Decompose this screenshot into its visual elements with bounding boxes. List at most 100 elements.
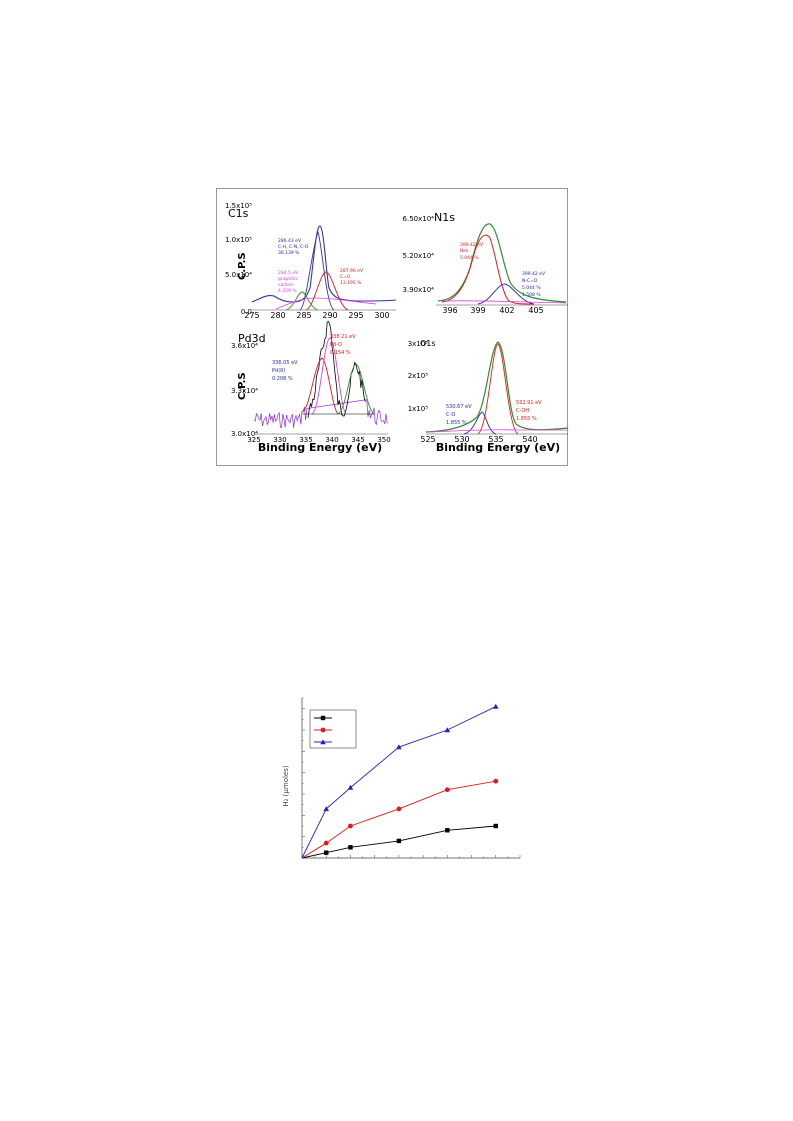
o1s-fit-peak-blue — [463, 411, 497, 435]
h2-data-point — [348, 823, 353, 829]
h2-data-point — [492, 703, 499, 709]
h2-legend — [309, 709, 357, 749]
o1s-fit-peak-red — [477, 343, 519, 435]
h2-data-point — [324, 850, 329, 855]
h2-data-point — [444, 787, 450, 793]
h2-series-line — [301, 780, 496, 859]
n1s-fit-peak-blue — [477, 283, 535, 305]
pd3d-panel: Pd3d C.P.S 3.6x10⁴ 3.3x10⁴ 3.0x10⁴ 325 3… — [231, 320, 391, 454]
pd3d-peak2-assignment: Pd-O — [330, 342, 342, 348]
h2-series-line — [301, 706, 496, 859]
c1s-peak2-percent: 13.195 % — [340, 280, 362, 286]
n1s-y-tick: 5.20x10⁴ — [403, 252, 435, 260]
c1s-peak3-label: 284.5 eV graphitic carbon 4.359 % — [278, 270, 299, 294]
c1s-x-tick: 290 — [322, 311, 337, 320]
n1s-peak1-label: 399.42 eV NH₂ 5.044 % — [460, 242, 484, 261]
h2-y-axis-label: H₂ (µmoles) — [282, 765, 290, 806]
c1s-peak1-assignment: C-H, C-N, C-O — [278, 244, 309, 250]
pd3d-peak2-percent: 0.154 % — [330, 350, 351, 356]
pd3d-title: Pd3d — [238, 332, 266, 345]
c1s-x-tick: 280 — [270, 311, 285, 320]
o1s-peak1-percent: 1.855 % — [446, 420, 467, 426]
pd3d-peak1-assignment: Pd(0) — [272, 368, 285, 374]
c1s-y-tick: 0.0 — [241, 308, 252, 316]
c1s-peak3-percent: 4.359 % — [278, 288, 297, 294]
pd3d-x-tick: 325 — [247, 436, 260, 444]
pd3d-y-axis-label: C.P.S — [237, 372, 248, 400]
h2-series-triangle — [301, 703, 499, 859]
c1s-x-tick: 275 — [244, 311, 259, 320]
o1s-x-tick: 525 — [420, 435, 435, 444]
h2-data-point — [347, 784, 354, 790]
n1s-x-tick: 399 — [470, 306, 485, 315]
c1s-peak2-energy: 287.90 eV — [340, 268, 364, 274]
pd3d-fit-peak-red — [301, 357, 339, 415]
o1s-x-tick: 535 — [488, 435, 503, 444]
c1s-peak1-label: 286.43 eV C-H, C-N, C-O 36.139 % — [278, 238, 309, 256]
n1s-x-tick: 402 — [499, 306, 514, 315]
o1s-x-tick: 530 — [454, 435, 469, 444]
n1s-x-tick: 396 — [442, 306, 457, 315]
o1s-y-tick: 3x10⁵ — [408, 340, 429, 348]
pd3d-y-tick: 3.3x10⁴ — [231, 387, 258, 395]
n1s-peak2-percent: 5.044 % — [522, 285, 541, 291]
n1s-fit-peak-red — [441, 234, 535, 305]
h2-data-point — [493, 823, 498, 829]
o1s-baseline — [427, 429, 568, 433]
n1s-peak2-assignment: N-C=O — [522, 278, 538, 284]
h2-series-square — [301, 823, 498, 859]
h2-production-chart: H₂ (µmoles) — [282, 697, 521, 859]
pd3d-x-tick: 340 — [325, 436, 338, 444]
h2-legend-marker — [320, 715, 326, 721]
h2-legend-marker — [320, 727, 326, 733]
c1s-panel: C1s C.P.S 1.5x10⁵ 1.0x10⁵ 5.0x10⁴ 0.0 27… — [225, 202, 397, 320]
h2-data-point — [445, 828, 450, 833]
pd3d-y-tick: 3.6x10⁴ — [231, 342, 258, 350]
xps-figure: C1s C.P.S 1.5x10⁵ 1.0x10⁵ 5.0x10⁴ 0.0 27… — [216, 188, 568, 466]
pd3d-x-tick: 330 — [273, 436, 286, 444]
n1s-baseline — [441, 300, 567, 304]
c1s-peak3-assignment: graphitic — [278, 276, 298, 282]
c1s-x-tick: 285 — [296, 311, 311, 320]
o1s-peak2-label: 532.91 eV C-OH 1.855 % — [516, 400, 542, 422]
c1s-peak2-label: 287.90 eV C=O 13.195 % — [340, 268, 364, 286]
h2-data-point — [396, 744, 402, 750]
n1s-x-tick: 405 — [528, 306, 543, 315]
c1s-y-tick: 1.5x10⁵ — [225, 202, 252, 210]
o1s-panel: O1s 3x10⁵ 2x10⁵ 1x10⁵ 525 530 535 540 Bi… — [408, 339, 568, 454]
c1s-title: C1s — [228, 207, 249, 220]
o1s-x-tick: 540 — [522, 435, 537, 444]
o1s-peak1-energy: 530.67 eV — [446, 404, 472, 410]
o1s-y-tick: 1x10⁵ — [408, 405, 429, 413]
pd3d-peak1-label: 336.05 eV Pd(0) 0.208 % — [272, 360, 298, 382]
h2-series-circle — [301, 778, 499, 859]
pd3d-x-tick: 350 — [377, 436, 390, 444]
c1s-y-tick: 1.0x10⁵ — [225, 236, 252, 244]
c1s-peak1-percent: 36.139 % — [278, 250, 300, 256]
n1s-y-tick: 3.90x10⁴ — [403, 286, 435, 294]
o1s-peak1-label: 530.67 eV C-O 1.855 % — [446, 404, 472, 426]
o1s-title: O1s — [420, 339, 436, 348]
o1s-x-axis-label: Binding Energy (eV) — [436, 441, 560, 454]
pd3d-x-axis-label: Binding Energy (eV) — [258, 441, 382, 454]
h2-data-point — [323, 806, 330, 812]
c1s-baseline — [275, 297, 377, 310]
o1s-peak2-assignment: C-OH — [516, 408, 529, 414]
pd3d-fit-peak-magenta — [311, 337, 347, 415]
h2-data-point — [323, 840, 329, 846]
pd3d-x-tick: 335 — [299, 436, 312, 444]
h2-series-line — [301, 825, 496, 859]
pd3d-peak1-energy: 336.05 eV — [272, 360, 298, 366]
o1s-peak1-assignment: C-O — [446, 412, 455, 418]
xps-figure-frame — [216, 188, 568, 466]
h2-data-point — [493, 778, 499, 784]
c1s-peak3-energy: 284.5 eV — [278, 270, 299, 276]
c1s-x-tick: 300 — [374, 311, 389, 320]
c1s-peak3-assignment2: carbon — [278, 282, 294, 288]
pd3d-peak2-energy: 338.21 eV — [330, 334, 356, 340]
pd3d-x-tick: 345 — [351, 436, 364, 444]
n1s-peak2-percent2: 1.508 % — [522, 292, 541, 298]
h2-series-group — [301, 703, 499, 859]
h2-data-point — [444, 727, 451, 733]
n1s-title: N1s — [434, 211, 455, 224]
